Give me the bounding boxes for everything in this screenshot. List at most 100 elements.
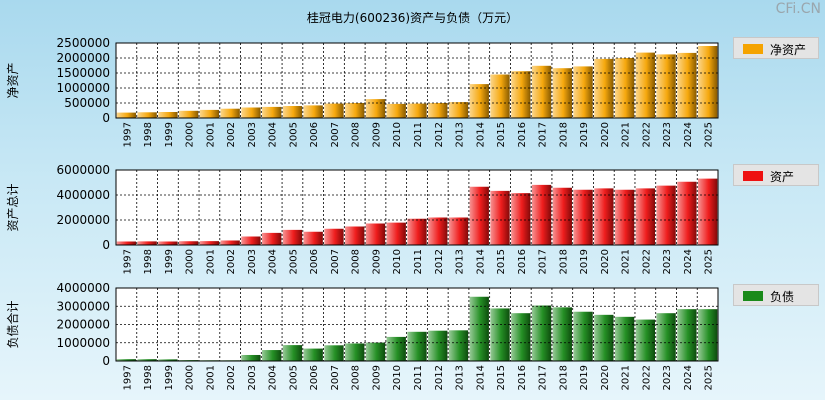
liabilities-xtick-label: 1999: [164, 365, 175, 390]
liabilities-plot-frame: [115, 287, 719, 362]
assets-xtick-label: 2002: [226, 249, 237, 274]
liabilities-xtick-label: 2009: [371, 365, 382, 390]
assets-xtick-label: 2005: [288, 249, 299, 274]
equity-bar-2001: [199, 109, 220, 118]
liabilities-bar-2015: [490, 308, 510, 361]
liabilities-xtick-label: 1997: [122, 365, 133, 390]
liabilities-xtick-label: 2022: [641, 365, 652, 390]
liabilities-xtick-label: 2001: [205, 365, 216, 390]
legend-assets: 资产: [733, 164, 819, 186]
assets-bar-2013: [448, 217, 469, 245]
assets-bar-1998: [137, 241, 157, 246]
equity-xtick-label: 2022: [641, 122, 652, 147]
assets-bar-2010: [386, 222, 406, 246]
equity-xtick-label: 2014: [475, 122, 486, 147]
assets-xtick-label: 2015: [496, 249, 507, 274]
assets-xtick-label: 2007: [330, 249, 341, 274]
equity-bar-2009: [365, 99, 386, 118]
legend-assets-swatch: [743, 171, 763, 181]
equity-bar-2012: [428, 103, 448, 118]
equity-bar-2011: [407, 103, 427, 118]
equity-bar-2018: [552, 68, 572, 118]
equity-bar-1998: [137, 112, 157, 118]
equity-xtick-label: 2011: [413, 122, 424, 147]
equity-bar-2014: [469, 84, 489, 118]
liabilities-bar-2016: [511, 313, 531, 362]
assets-xtick-label: 2020: [600, 249, 611, 274]
assets-xtick-label: 2014: [475, 249, 486, 274]
equity-bar-2010: [386, 103, 406, 118]
equity-xtick-label: 2023: [662, 122, 673, 147]
assets-bar-2002: [220, 240, 240, 245]
equity-xtick-label: 2012: [434, 122, 445, 147]
equity-plot-frame: [115, 42, 719, 119]
liabilities-bar-2018: [552, 307, 572, 362]
assets-xtick-label: 1998: [143, 249, 154, 274]
assets-bar-2022: [635, 188, 655, 246]
assets-ytick-label: 2000000: [57, 213, 110, 227]
assets-bar-2025: [697, 178, 718, 246]
equity-xtick-label: 2013: [455, 122, 466, 147]
assets-ytick-label: 6000000: [57, 163, 110, 177]
equity-bar-2003: [241, 107, 261, 118]
liabilities-bar-2021: [614, 316, 635, 361]
assets-xtick-label: 2019: [579, 249, 590, 274]
liabilities-xtick-label: 2004: [268, 365, 279, 390]
assets-bar-2015: [490, 190, 510, 246]
assets-bar-2009: [365, 223, 386, 245]
assets-bar-2020: [594, 188, 614, 246]
assets-xtick-label: 1999: [164, 249, 175, 274]
equity-xtick-label: 2019: [579, 122, 590, 147]
liabilities-bar-1999: [158, 359, 178, 361]
equity-xtick-label: 2024: [683, 122, 694, 147]
equity-bar-2016: [511, 71, 531, 118]
liabilities-bar-1997: [116, 359, 137, 362]
liabilities-xtick-label: 2003: [247, 365, 258, 390]
equity-xtick-label: 2015: [496, 122, 507, 147]
liabilities-bar-2004: [262, 350, 282, 361]
liabilities-bar-2009: [365, 342, 386, 361]
equity-bar-2007: [324, 103, 344, 118]
liabilities-ylabel: 负债合计: [5, 300, 20, 348]
liabilities-ytick-label: 4000000: [57, 281, 110, 295]
equity-bar-2019: [573, 66, 593, 118]
liabilities-xtick-label: 2024: [683, 365, 694, 390]
assets-xtick-label: 2024: [683, 249, 694, 274]
assets-xtick-label: 2023: [662, 249, 673, 274]
equity-xtick-label: 1998: [143, 122, 154, 147]
assets-bar-2019: [573, 189, 593, 245]
equity-ytick-label: 2000000: [57, 51, 110, 65]
assets-bar-2004: [262, 232, 282, 245]
watermark-logo: CFi.CN: [775, 1, 821, 17]
liabilities-bar-2005: [282, 345, 303, 361]
equity-xtick-label: 2020: [600, 122, 611, 147]
liabilities-xtick-label: 2025: [704, 365, 715, 390]
legend-liabilities: 负债: [733, 284, 819, 306]
equity-bar-2008: [345, 103, 365, 118]
equity-xtick-label: 2003: [247, 122, 258, 147]
liabilities-ytick-label: 1000000: [57, 336, 110, 350]
equity-xtick-label: 2018: [558, 122, 569, 147]
assets-xtick-label: 2025: [704, 249, 715, 274]
assets-xtick-label: 2003: [247, 249, 258, 274]
equity-bar-2020: [594, 58, 614, 118]
liabilities-bar-2003: [241, 354, 261, 361]
equity-xtick-label: 2001: [205, 122, 216, 147]
equity-xtick-label: 1999: [164, 122, 175, 147]
assets-xtick-label: 2010: [392, 249, 403, 274]
equity-bar-2005: [282, 106, 303, 118]
equity-ytick-label: 1500000: [57, 66, 110, 80]
assets-xtick-label: 2006: [309, 249, 320, 274]
liabilities-bar-2024: [677, 309, 697, 361]
liabilities-bar-1998: [137, 359, 157, 362]
assets-ylabel: 资产总计: [6, 183, 20, 231]
liabilities-xtick-label: 2016: [517, 365, 528, 390]
liabilities-bar-2020: [594, 314, 614, 361]
equity-bar-2022: [635, 52, 655, 118]
assets-xtick-label: 2008: [351, 249, 362, 274]
assets-bar-2005: [282, 229, 303, 246]
assets-xtick-label: 2004: [268, 249, 279, 274]
equity-xtick-label: 2002: [226, 122, 237, 147]
liabilities-xtick-label: 2000: [185, 365, 196, 390]
